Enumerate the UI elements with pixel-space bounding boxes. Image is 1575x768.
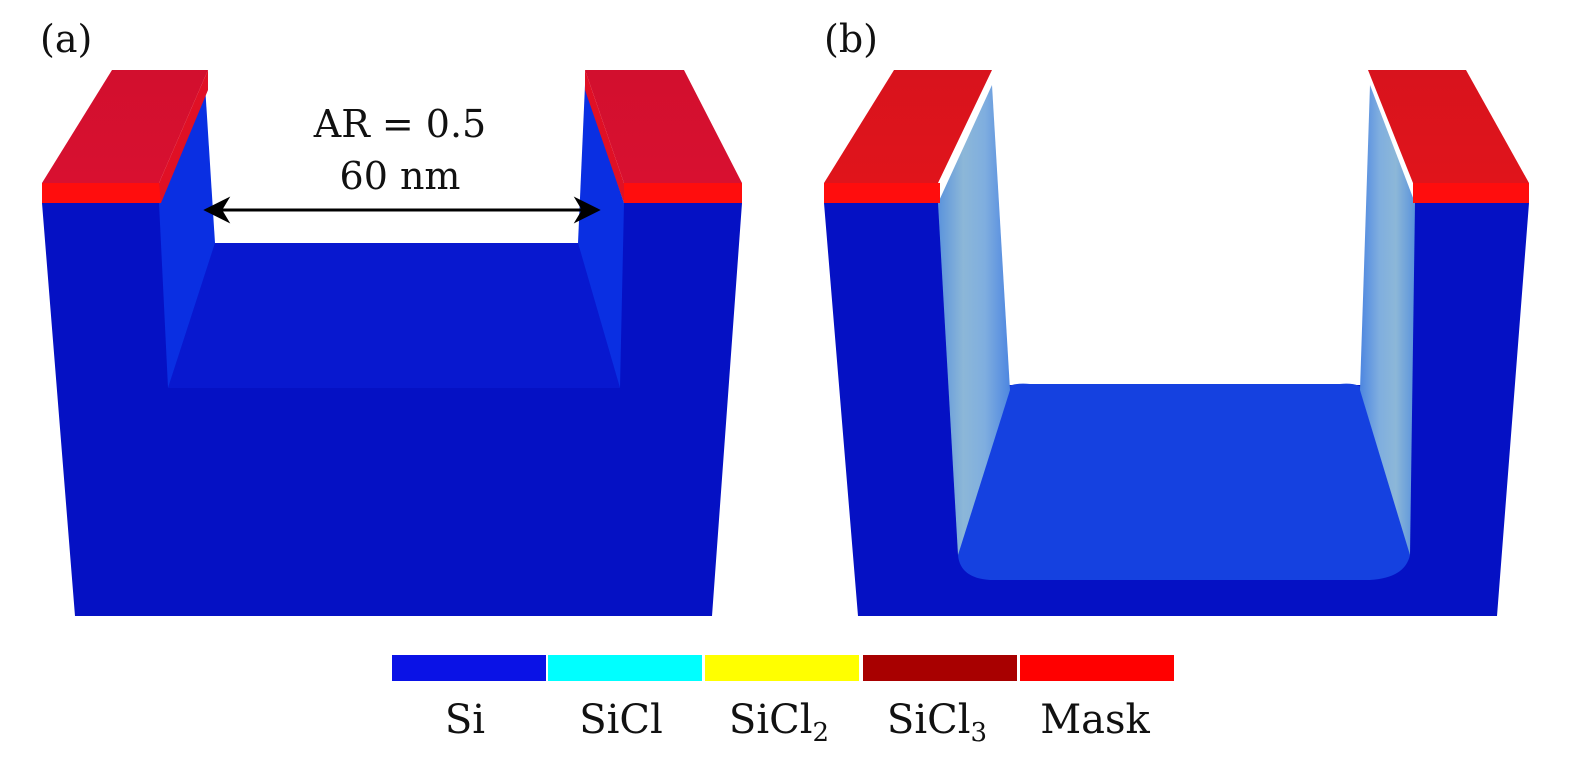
panel-a-right-mask-side <box>585 70 624 203</box>
panel-a-right-mask-top <box>585 70 742 183</box>
panel-b-right-mask-top <box>1368 70 1529 183</box>
panel-a-left-mask-top <box>42 70 208 183</box>
panel-a-trench-floor <box>168 243 620 388</box>
colorbar-label-text: Si <box>444 697 486 743</box>
colorbar-label-text: Mask <box>1040 697 1150 743</box>
panel-a-label: (a) <box>40 17 93 61</box>
panel-b-left-wall <box>938 85 1010 555</box>
colorbar-swatch-2 <box>548 655 702 681</box>
colorbar-label-text: SiCl <box>728 697 813 743</box>
colorbar-label-4: SiCl3 <box>862 696 1012 746</box>
aspect-ratio-label: AR = 0.5 <box>313 102 487 146</box>
panel-b-trench-floor <box>958 383 1410 580</box>
colorbar-label-subscript: 2 <box>812 718 830 748</box>
colorbar-label-2: SiCl <box>546 696 696 744</box>
panel-b-trench <box>824 70 1529 616</box>
colorbar-label-text: SiCl <box>886 697 971 743</box>
panel-b-left-mask-front <box>824 183 940 203</box>
colorbar-label-3: SiCl2 <box>704 696 854 746</box>
colorbar-swatch-1 <box>392 655 546 681</box>
panel-b-label: (b) <box>824 17 878 61</box>
colorbar-label-5: Mask <box>1020 696 1170 744</box>
panel-b-right-mask-front <box>1413 183 1529 203</box>
colorbar-swatch-4 <box>863 655 1017 681</box>
trench-width-label: 60 nm <box>339 154 461 198</box>
panel-a-right-mask-front <box>624 183 742 203</box>
panel-b-left-mask-top <box>824 70 992 183</box>
colorbar-swatch-5 <box>1020 655 1174 681</box>
colorbar-label-1: Si <box>390 696 540 744</box>
panel-a-left-mask-front <box>42 183 161 203</box>
panel-a-right-wall <box>578 85 624 388</box>
colorbar-label-text: SiCl <box>579 697 663 743</box>
colorbar-label-subscript: 3 <box>970 718 988 748</box>
panel-a-trench <box>42 70 742 616</box>
panel-b-right-wall <box>1360 85 1415 555</box>
panel-a-left-wall <box>159 85 215 388</box>
colorbar-swatch-3 <box>705 655 859 681</box>
panel-a-left-mask-side <box>159 70 208 203</box>
